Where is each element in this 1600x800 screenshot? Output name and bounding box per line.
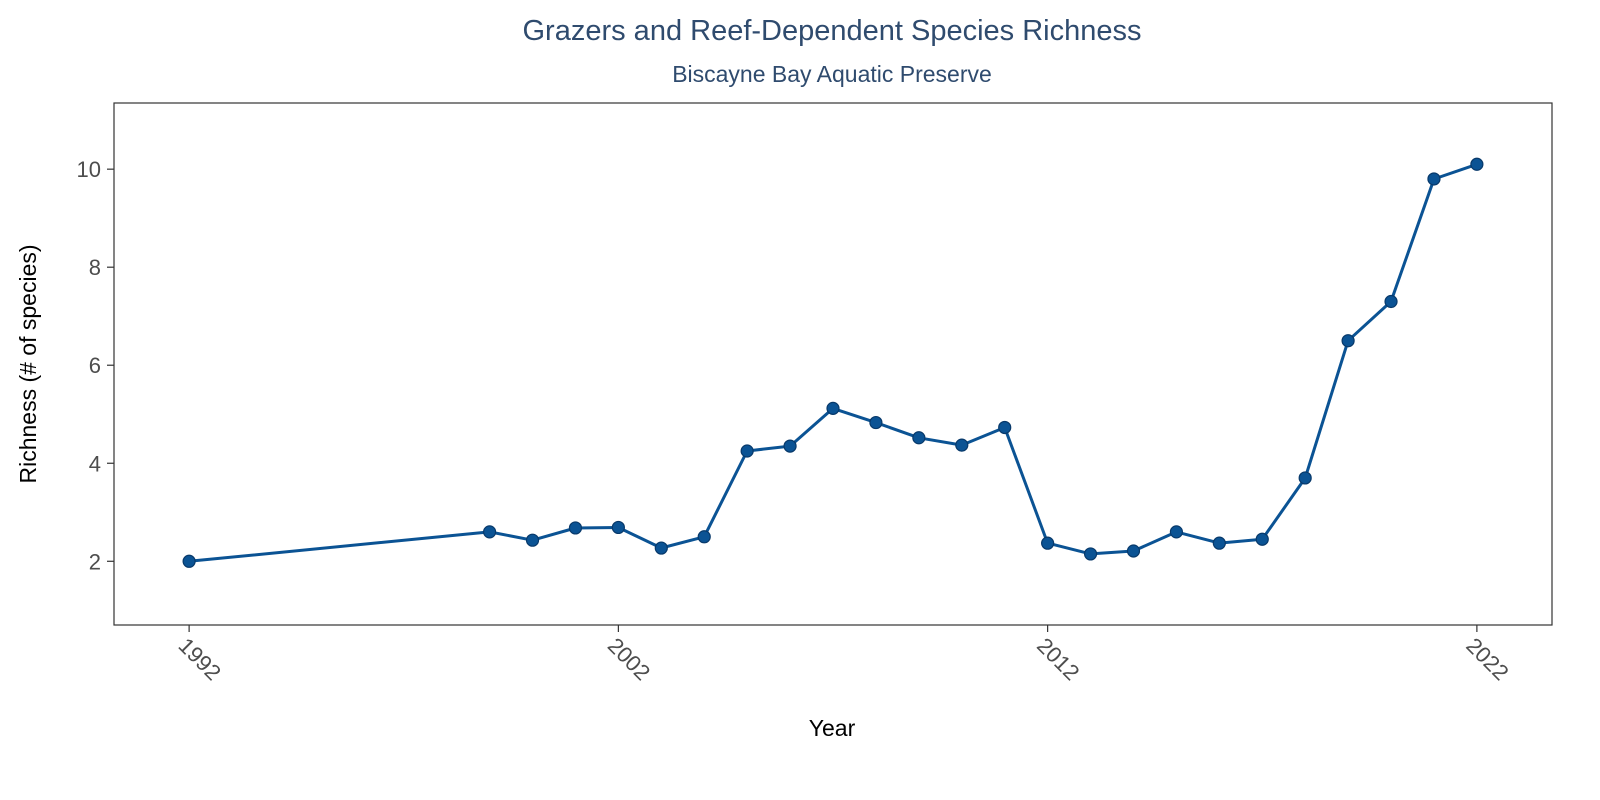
chart-subtitle: Biscayne Bay Aquatic Preserve (672, 61, 992, 87)
data-point (611, 520, 625, 535)
x-tick-label: 1992 (174, 633, 226, 685)
data-point (1255, 532, 1269, 546)
y-axis-title: Richness (# of species) (15, 244, 41, 483)
x-tick-label: 2002 (603, 633, 655, 685)
data-point (1083, 547, 1098, 561)
plot-panel (113, 102, 1553, 626)
data-point (482, 525, 497, 539)
x-tick-label: 2012 (1032, 633, 1084, 685)
series-layer (182, 157, 1484, 568)
data-point (1298, 471, 1312, 485)
y-tick-label: 10 (77, 157, 101, 182)
data-point (1041, 536, 1055, 550)
data-point (740, 444, 754, 458)
y-tick-label: 6 (89, 353, 101, 378)
data-point (1169, 525, 1184, 539)
data-point (826, 401, 840, 415)
data-point (912, 431, 926, 445)
x-tick-label: 2022 (1461, 633, 1513, 685)
x-axis: 1992 2002 2012 2022 (174, 625, 1514, 685)
data-point (525, 533, 540, 547)
y-tick-label: 8 (89, 255, 101, 280)
data-point (697, 530, 711, 544)
y-axis: 2 4 6 8 10 (77, 157, 114, 574)
x-axis-title: Year (809, 715, 856, 741)
data-point (182, 554, 196, 568)
data-point (1212, 536, 1226, 550)
data-point (998, 420, 1012, 435)
data-point (1126, 544, 1141, 558)
y-tick-label: 2 (89, 549, 101, 574)
data-point (783, 439, 797, 453)
data-point (955, 438, 969, 452)
chart-title: Grazers and Reef-Dependent Species Richn… (523, 15, 1142, 47)
data-point (1470, 157, 1484, 171)
y-tick-label: 4 (89, 451, 101, 476)
data-point (869, 415, 883, 430)
data-point (654, 541, 668, 555)
data-point (1341, 334, 1355, 348)
data-point (1384, 294, 1398, 309)
data-point (568, 521, 583, 535)
data-point (1427, 172, 1441, 186)
series-line (187, 162, 1479, 563)
